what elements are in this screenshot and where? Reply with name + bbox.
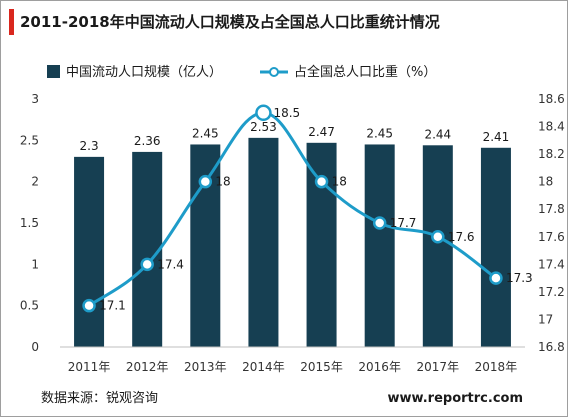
bar-value-label: 2.41 (483, 130, 510, 144)
left-axis-tick-label: 0.5 (20, 299, 39, 313)
x-axis-tick-label: 2011年 (68, 360, 111, 374)
line-point-8 (489, 271, 503, 285)
line-point-3 (198, 174, 213, 189)
x-axis-tick-label: 2018年 (475, 360, 518, 374)
right-axis-tick-label: 16.8 (538, 340, 565, 354)
bar-value-label: 2.53 (250, 120, 277, 134)
line-value-label: 17.3 (506, 271, 533, 285)
x-axis-tick-label: 2015年 (300, 360, 343, 374)
right-axis-tick-label: 18 (538, 175, 553, 189)
line-value-label: 17.7 (390, 216, 417, 230)
title-accent-bar (9, 9, 14, 35)
line-point-4 (255, 104, 272, 122)
bar-8 (480, 147, 511, 347)
line-value-label: 17.1 (99, 299, 126, 313)
left-axis-tick-label: 1.5 (20, 216, 39, 230)
x-axis-tick-label: 2016年 (358, 360, 401, 374)
data-source: 数据来源：锐观咨询 (41, 391, 159, 406)
line-value-label: 18.5 (273, 106, 300, 120)
left-axis-tick-label: 1 (31, 257, 39, 271)
legend-marker-line (269, 67, 279, 77)
chart-title: 2011-2018年中国流动人口规模及占全国总人口比重统计情况 (20, 13, 440, 31)
bar-1 (74, 156, 105, 347)
legend-label-line: 占全国总人口比重（%） (294, 64, 436, 80)
x-axis-tick-label: 2012年 (126, 360, 169, 374)
right-axis-tick-label: 17 (538, 312, 553, 326)
line-value-label: 17.6 (448, 230, 475, 244)
line-series-path (88, 111, 497, 307)
line-value-label: 17.4 (157, 257, 184, 271)
right-axis-tick-label: 17.2 (538, 285, 565, 299)
left-axis-tick-label: 2.5 (20, 133, 39, 147)
website-url: www.reportrc.com (387, 391, 523, 406)
line-point-6 (372, 216, 387, 230)
right-axis-tick-label: 17.4 (538, 257, 565, 271)
right-axis-tick-label: 18.4 (538, 120, 565, 134)
bar-value-label: 2.45 (192, 126, 219, 140)
line-value-label: 18 (215, 175, 230, 189)
bar-4 (248, 137, 279, 347)
bar-value-label: 2.3 (80, 139, 99, 153)
x-axis-tick-label: 2013年 (184, 360, 227, 374)
bar-value-label: 2.36 (134, 134, 161, 148)
line-point-5 (314, 174, 329, 189)
legend-swatch-bar (47, 65, 60, 78)
line-point-1 (82, 298, 96, 313)
bar-value-label: 2.47 (308, 125, 335, 139)
bar-value-label: 2.44 (424, 127, 451, 141)
left-axis-tick-label: 0 (31, 340, 39, 354)
x-axis-tick-label: 2014年 (242, 360, 285, 374)
right-axis-tick-label: 18.2 (538, 147, 565, 161)
bar-7 (422, 145, 453, 347)
legend-label-bar: 中国流动人口规模（亿人） (66, 65, 222, 80)
right-axis-tick-label: 17.6 (538, 230, 565, 244)
bar-value-label: 2.45 (366, 126, 393, 140)
line-value-label: 18 (332, 175, 347, 189)
left-axis-tick-label: 2 (31, 175, 39, 189)
left-axis-tick-label: 3 (31, 92, 39, 106)
bar-6 (364, 144, 395, 347)
right-axis-tick-label: 18.6 (538, 92, 565, 106)
bar-5 (306, 142, 337, 347)
line-point-7 (431, 230, 445, 244)
line-point-2 (140, 257, 154, 272)
x-axis-tick-label: 2017年 (417, 360, 460, 374)
bar-2 (132, 151, 163, 347)
right-axis-tick-label: 17.8 (538, 202, 565, 216)
